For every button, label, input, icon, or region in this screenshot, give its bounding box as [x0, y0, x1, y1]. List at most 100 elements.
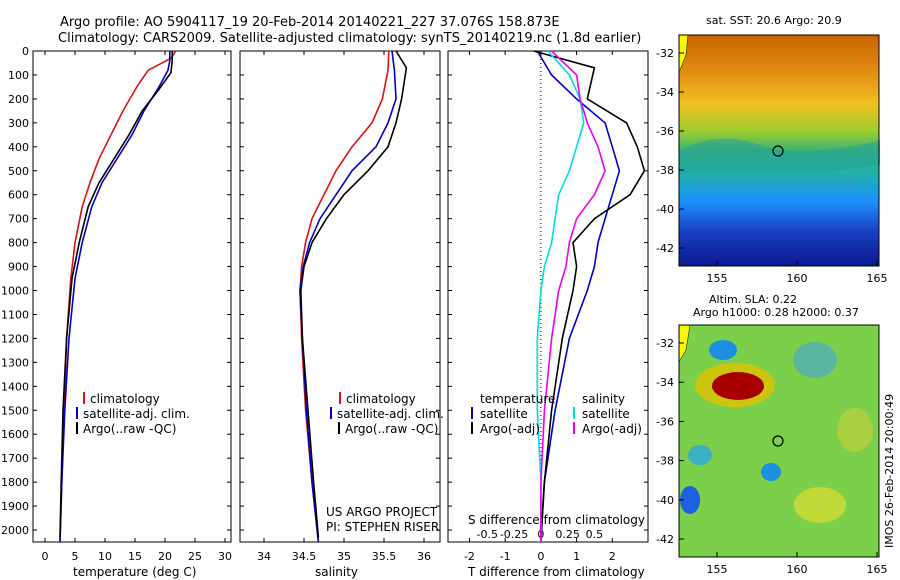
x-tick-label: 34 — [257, 550, 271, 563]
map-y-tick-label: -38 — [656, 164, 674, 177]
x-tick-label: 0 — [42, 550, 49, 563]
y-tick-label: 1800 — [1, 476, 29, 489]
y-tick-label: 1100 — [1, 308, 29, 321]
x-tick-label: 20 — [158, 550, 172, 563]
x-tick-label: 34.5 — [292, 550, 317, 563]
header-line1: Argo profile: AO 5904117_19 20-Feb-2014 … — [60, 15, 560, 30]
map-y-tick-label: -40 — [656, 494, 674, 507]
y-tick-label: 1500 — [1, 404, 29, 417]
sla-eddy-cold — [680, 486, 700, 514]
imos-timestamp: IMOS 26-Feb-2014 20:00:49 — [883, 394, 896, 548]
x-tick-label: 2 — [609, 550, 616, 563]
series-line-satelliteadjclim — [299, 50, 397, 543]
series-line-satellite — [536, 50, 585, 542]
y-tick-label: 300 — [8, 117, 29, 130]
y-tick-label: 1600 — [1, 428, 29, 441]
series-line-argoadj — [540, 50, 606, 542]
map-y-tick-label: -32 — [656, 337, 674, 350]
sla-map-title-1: Altim. SLA: 0.22 — [709, 293, 797, 306]
xlabel-temperature: temperature (deg C) — [73, 565, 196, 579]
y-tick-label: 600 — [8, 189, 29, 202]
series-line-climatology — [59, 50, 177, 543]
map-y-tick-label: -36 — [656, 415, 674, 428]
y-tick-label: 1900 — [1, 500, 29, 513]
sla-map — [678, 324, 880, 558]
sla-eddy-cold — [761, 463, 781, 481]
x-tick-label: -1 — [500, 550, 511, 563]
y-tick-label: 800 — [8, 237, 29, 250]
panel-salinity — [239, 50, 441, 543]
y-tick-label: 100 — [8, 69, 29, 82]
sst-map-title: sat. SST: 20.6 Argo: 20.9 — [706, 14, 842, 27]
panel-difference — [447, 50, 649, 543]
argo-location-marker — [772, 435, 784, 447]
x-tick-label: 35.5 — [372, 550, 397, 563]
y-tick-label: 2000 — [1, 524, 29, 537]
xlabel-s-difference: S difference from climatology — [468, 513, 645, 527]
xlabel-t-difference: T difference from climatology — [467, 565, 645, 579]
y-tick-label: 1000 — [1, 285, 29, 298]
y-tick-label: 1700 — [1, 452, 29, 465]
legend-title-salinity: salinity — [582, 392, 625, 406]
series-line-argoadj — [533, 50, 646, 538]
temperature-plot: 0100200300400500600700800900100011001200… — [1, 45, 232, 563]
salinity-plot: 34 34.5 35 35.5 36 — [240, 50, 440, 563]
map-y-tick-label: -34 — [656, 376, 674, 389]
x-tick-label: 15 — [128, 550, 142, 563]
s-tick-label: 0.5 — [586, 528, 604, 541]
map-y-tick-label: -40 — [656, 203, 674, 216]
legend-salinity-panel: climatology satellite-adj. clim. Argo(..… — [326, 392, 444, 534]
sla-blob — [688, 445, 712, 465]
sst-frame — [678, 34, 880, 267]
map-x-tick-label: 160 — [787, 272, 808, 285]
x-tick-label: 36 — [417, 550, 431, 563]
x-tick-label: 25 — [188, 550, 202, 563]
sst-front — [679, 138, 880, 175]
x-tick-label: -2 — [464, 550, 475, 563]
sla-blob — [794, 487, 846, 523]
map-y-tick-label: -32 — [656, 47, 674, 60]
map-x-tick-label: 155 — [707, 563, 728, 576]
legend-label: satellite-adj. clim. — [337, 407, 444, 421]
s-tick-label: -0.25 — [500, 528, 528, 541]
legend-label: satellite — [480, 407, 528, 421]
argo-location-marker — [772, 145, 784, 157]
sla-blob — [837, 408, 873, 452]
x-tick-label: 30 — [218, 550, 232, 563]
map-axes: -32 -34 -36 -38 -40 -42 155 160 165 -32 -34 -36 -38 -… — [656, 47, 887, 576]
panel-temperature — [32, 50, 232, 543]
sla-blob — [793, 342, 837, 378]
legend-label: satellite-adj. clim. — [83, 407, 190, 421]
map-y-tick-label: -36 — [656, 125, 674, 138]
series-line-argorawqc — [299, 50, 408, 538]
y-tick-label: 1300 — [1, 356, 29, 369]
legend-difference-panel: temperature satellite Argo(-adj) salinit… — [471, 392, 642, 436]
series-line-satelliteadjclim — [59, 51, 171, 543]
difference-plot: -2 -1 0 1 2-0.5 -0.25 0 0.25 0.5 — [448, 50, 648, 563]
y-tick-label: 700 — [8, 213, 29, 226]
series-line-satellite — [536, 50, 621, 543]
legend-label: satellite — [582, 407, 630, 421]
header-line2: Climatology: CARS2009. Satellite-adjuste… — [58, 31, 641, 46]
map-y-tick-label: -34 — [656, 86, 674, 99]
sla-eddy-warm — [712, 372, 764, 400]
map-x-tick-label: 160 — [787, 563, 808, 576]
sst-map — [678, 34, 880, 267]
y-tick-label: 1200 — [1, 332, 29, 345]
legend-label: climatology — [346, 392, 416, 406]
x-tick-label: 5 — [72, 550, 79, 563]
series-line-argorawqc — [59, 51, 173, 538]
annotation-pi: PI: STEPHEN RISER — [326, 520, 439, 534]
y-tick-label: 0 — [22, 45, 29, 58]
map-x-tick-label: 155 — [707, 272, 728, 285]
map-x-tick-label: 165 — [867, 563, 888, 576]
legend-label: climatology — [90, 392, 160, 406]
x-tick-label: 10 — [98, 550, 112, 563]
map-y-tick-label: -38 — [656, 455, 674, 468]
s-tick-label: -0.5 — [477, 528, 498, 541]
x-tick-label: 0 — [537, 550, 544, 563]
annotation-project: US ARGO PROJECT — [326, 505, 438, 519]
legend-label: Argo(-adj) — [582, 422, 642, 436]
sla-eddy-cold — [709, 340, 737, 360]
